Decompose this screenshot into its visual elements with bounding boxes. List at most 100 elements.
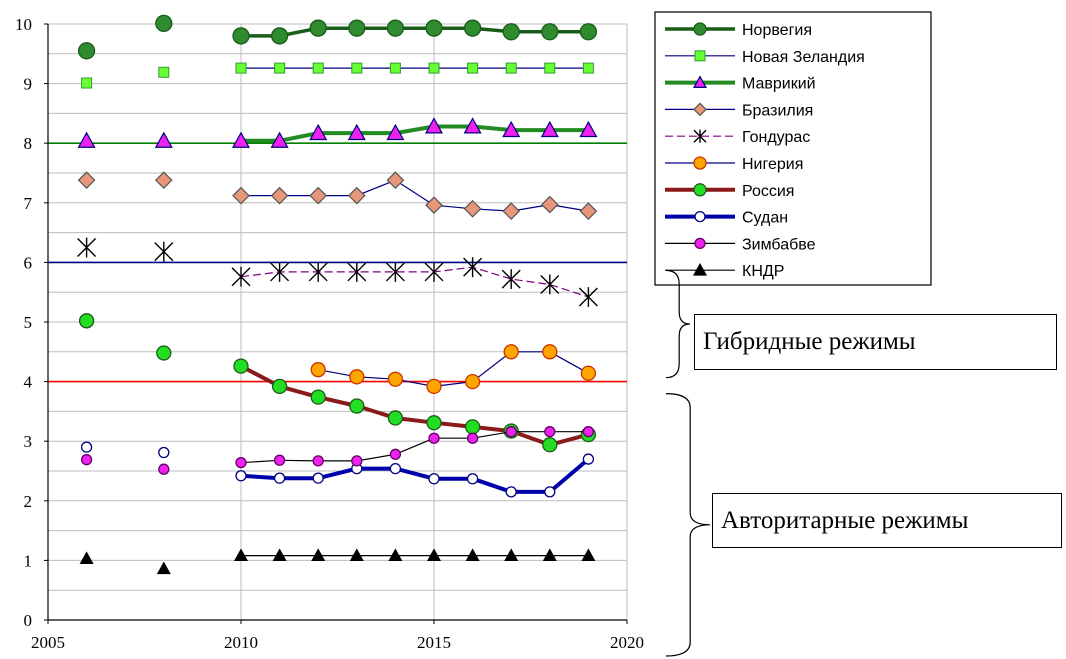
- data-point: [154, 131, 173, 148]
- data-point: [270, 27, 289, 45]
- data-point: [311, 548, 326, 562]
- y-tick-label: 9: [24, 75, 33, 94]
- data-point: [388, 548, 403, 562]
- data-point: [424, 262, 444, 282]
- data-point: [466, 432, 479, 444]
- data-point: [426, 378, 442, 395]
- legend-swatch-marker: [692, 75, 708, 89]
- data-point: [578, 287, 598, 307]
- data-point: [235, 470, 247, 482]
- data-point: [582, 453, 595, 465]
- legend-swatch-marker: [694, 50, 706, 62]
- legend-label: Россия: [742, 183, 794, 200]
- data-point: [232, 27, 250, 45]
- data-point: [351, 62, 363, 74]
- series-line: [241, 179, 589, 212]
- data-point: [426, 415, 442, 431]
- data-point: [80, 454, 93, 466]
- series-5: [310, 344, 597, 395]
- data-point: [504, 548, 519, 562]
- y-tick-label: 4: [24, 373, 33, 392]
- data-point: [581, 548, 596, 562]
- annotation-authoritarian: Авторитарные режимы: [712, 493, 1062, 548]
- data-point: [235, 62, 247, 74]
- data-point: [502, 120, 521, 138]
- legend-swatch-marker: [693, 129, 707, 143]
- data-point: [309, 186, 328, 205]
- data-point: [78, 313, 95, 329]
- data-point: [156, 345, 172, 361]
- data-point: [387, 371, 404, 387]
- data-point: [80, 441, 93, 453]
- data-point: [312, 472, 324, 484]
- data-point: [271, 378, 288, 395]
- x-tick-label: 2005: [31, 633, 65, 652]
- y-tick-label: 6: [24, 253, 33, 272]
- data-point: [582, 426, 595, 438]
- series-line: [240, 457, 590, 494]
- data-point: [386, 123, 405, 141]
- series-9: [79, 548, 596, 575]
- axes: 0 1 2 3 4 5 6 7 8 9 10 2005 2010 2015 2020: [15, 15, 644, 652]
- legend-label: Зимбабве: [742, 236, 816, 253]
- series-line: [240, 266, 589, 298]
- data-point: [270, 186, 289, 205]
- data-point: [347, 123, 366, 141]
- data-point: [579, 120, 598, 138]
- y-tick-label: 5: [24, 313, 33, 332]
- annotation-hybrid: Гибридные режимы: [694, 314, 1057, 370]
- brace-authoritarian: [665, 393, 711, 657]
- data-point: [389, 62, 401, 74]
- data-point: [312, 62, 324, 74]
- series-3: [77, 171, 598, 220]
- data-point: [81, 77, 93, 89]
- y-tick-label: 8: [24, 134, 33, 153]
- data-point: [425, 19, 443, 37]
- data-point: [541, 23, 559, 41]
- data-point: [465, 548, 480, 562]
- data-point: [158, 66, 170, 78]
- y-tick-label: 3: [24, 432, 33, 451]
- data-point: [580, 365, 597, 381]
- data-point: [156, 561, 171, 575]
- data-point: [158, 446, 170, 459]
- data-point: [386, 171, 405, 190]
- data-point: [270, 131, 289, 148]
- series-8: [80, 426, 595, 475]
- data-point: [231, 266, 251, 287]
- data-point: [308, 262, 328, 282]
- data-point: [540, 274, 560, 295]
- series-7: [80, 441, 595, 498]
- x-tick-label: 2020: [610, 633, 644, 652]
- data-point: [544, 62, 556, 74]
- data-point: [501, 269, 521, 289]
- data-point: [154, 241, 174, 262]
- legend-swatch-marker: [693, 102, 707, 117]
- data-point: [232, 186, 250, 205]
- data-point: [79, 551, 94, 565]
- data-point: [425, 196, 443, 215]
- data-point: [503, 344, 519, 360]
- data-point: [579, 23, 598, 41]
- data-point: [387, 410, 404, 426]
- data-point: [540, 120, 559, 138]
- legend-label: Нигерия: [742, 156, 803, 173]
- data-point: [310, 389, 326, 405]
- x-tick-label: 2010: [224, 633, 258, 652]
- data-point: [231, 131, 251, 148]
- data-point: [544, 426, 556, 438]
- annotation-hybrid-label: Гибридные режимы: [703, 328, 916, 355]
- data-point: [582, 62, 594, 74]
- data-point: [463, 117, 482, 134]
- data-point: [347, 262, 367, 282]
- data-point: [463, 199, 482, 218]
- grid: [48, 23, 628, 620]
- data-point: [77, 131, 96, 148]
- data-point: [385, 262, 405, 282]
- data-point: [158, 463, 170, 475]
- data-point: [347, 186, 366, 205]
- data-point: [540, 195, 559, 214]
- data-point: [389, 462, 402, 475]
- legend-label: Норвегия: [742, 22, 812, 39]
